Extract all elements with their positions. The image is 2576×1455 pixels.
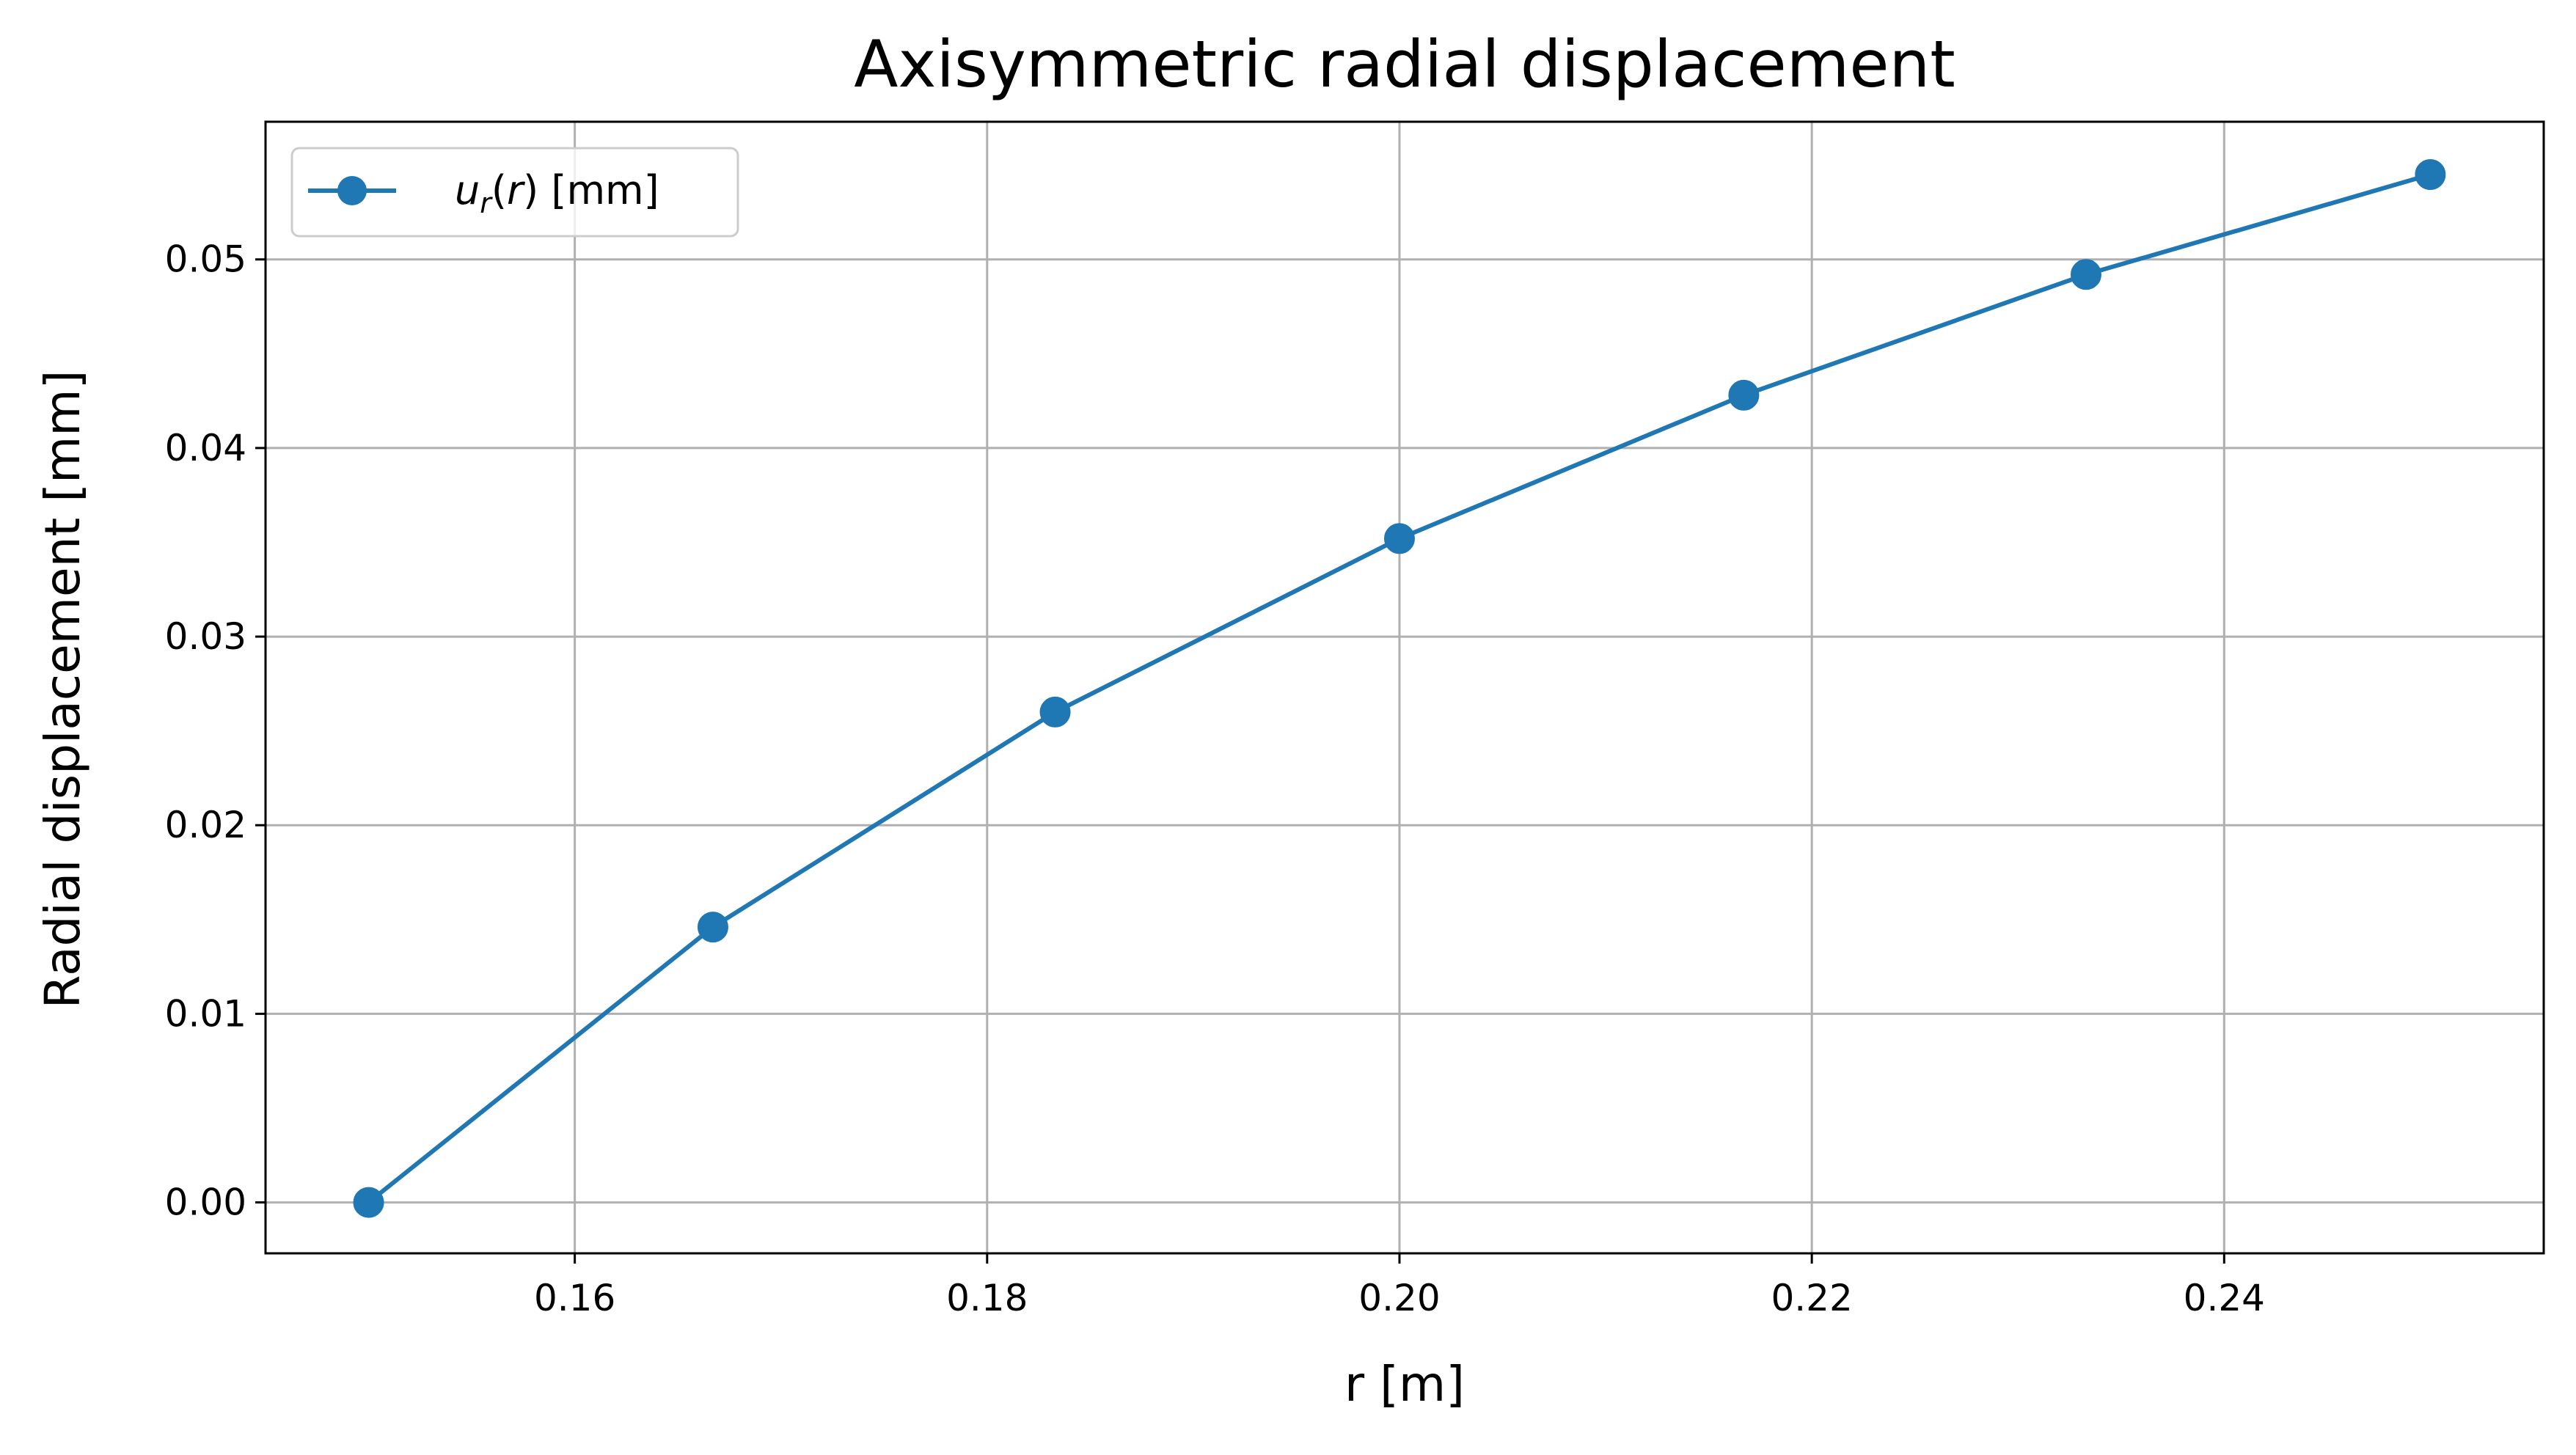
y-tick-label: 0.01 xyxy=(165,992,246,1035)
x-axis-label: r [m] xyxy=(1344,1356,1465,1412)
y-tick-label: 0.04 xyxy=(165,427,246,469)
x-tick-label: 0.22 xyxy=(1771,1277,1852,1319)
x-tick-label: 0.16 xyxy=(534,1277,615,1319)
y-tick-label: 0.00 xyxy=(165,1181,246,1224)
data-point xyxy=(1728,379,1760,411)
data-point xyxy=(2415,159,2446,191)
x-tick-label: 0.20 xyxy=(1358,1277,1440,1319)
y-tick-label: 0.02 xyxy=(165,804,246,846)
legend-marker-sample xyxy=(337,176,367,205)
axis-ticks: 0.16 0.18 0.20 0.22 0.24 0.00 0.01 0.02 0.03 0.04… xyxy=(165,238,2265,1319)
legend-box xyxy=(290,147,739,238)
data-point xyxy=(353,1187,384,1218)
y-tick-label: 0.03 xyxy=(165,615,246,658)
legend-label: ur(r) [mm] xyxy=(455,167,659,219)
y-axis-label: Radial displacement [mm] xyxy=(34,370,91,1009)
grid-lines xyxy=(266,122,2544,1253)
data-point xyxy=(1383,523,1415,554)
x-tick-label: 0.24 xyxy=(2184,1277,2265,1319)
chart-title: Axisymmetric radial displacement xyxy=(854,26,1955,102)
x-tick-label: 0.18 xyxy=(946,1277,1028,1319)
y-tick-label: 0.05 xyxy=(165,238,246,281)
plot-series xyxy=(353,159,2446,1218)
legend: ur(r) [mm] xyxy=(290,147,739,238)
plot-frame xyxy=(264,120,2545,1255)
data-point xyxy=(2070,259,2101,290)
data-point xyxy=(1039,696,1071,728)
data-point xyxy=(697,912,728,943)
